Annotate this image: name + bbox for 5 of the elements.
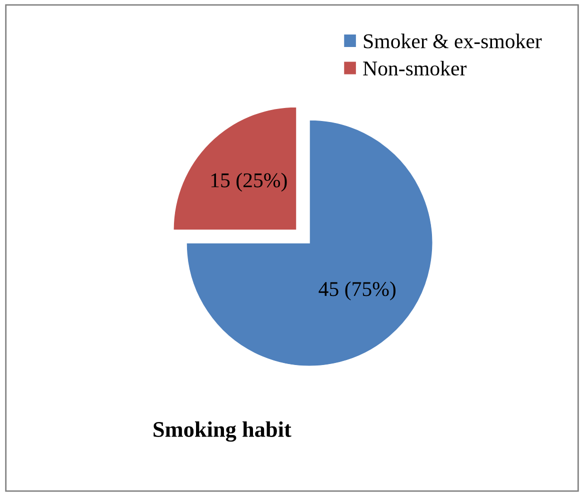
data-label: 45 (75%) <box>318 281 396 300</box>
text: Smoking habit <box>154 421 292 442</box>
data-label: 15 (25%) <box>211 172 287 192</box>
legend-label: Smoker & ex-smoker <box>364 34 542 48</box>
legend-label: Non-smoker <box>363 60 466 76</box>
